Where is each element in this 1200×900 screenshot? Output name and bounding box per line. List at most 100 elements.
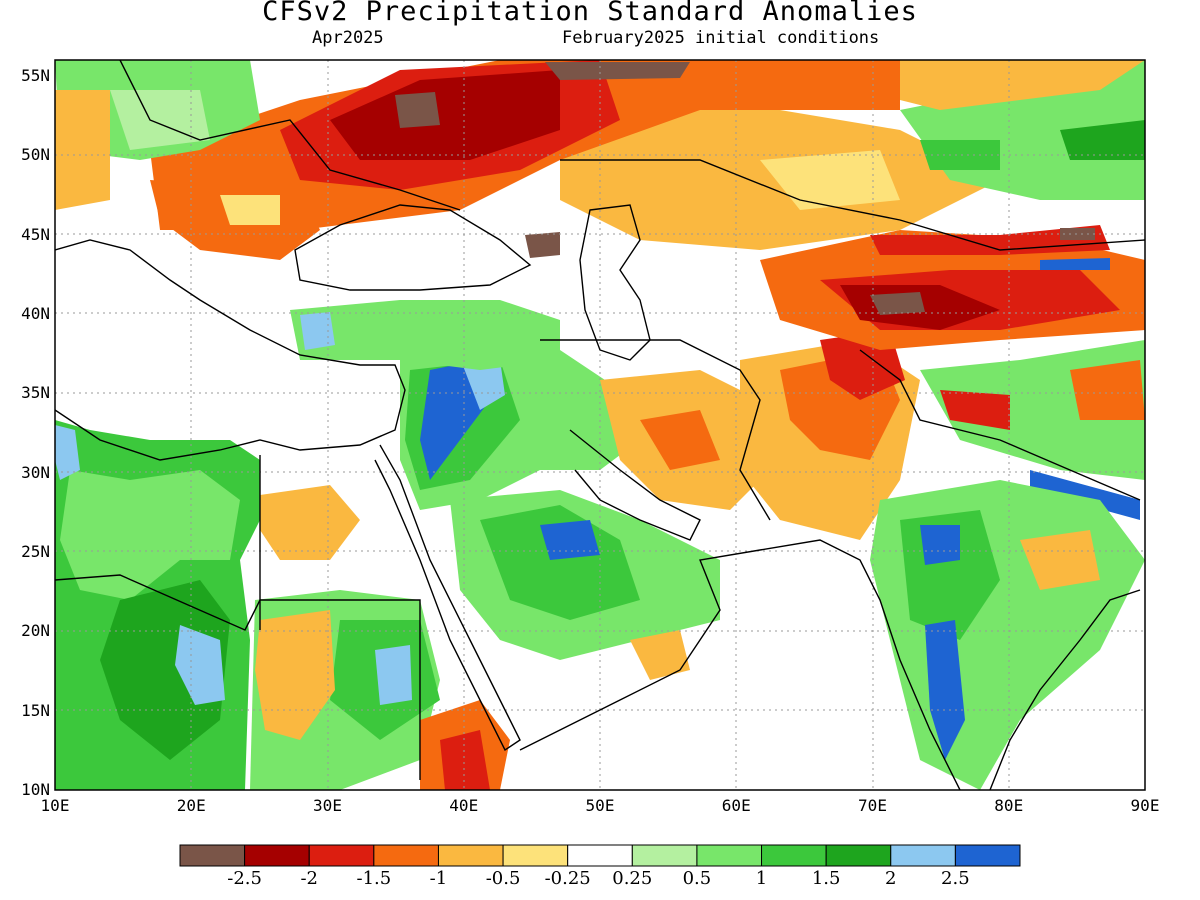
coastline-bay-of-bengal — [989, 589, 1141, 790]
longitude-label: 20E — [176, 796, 206, 815]
latitude-label: 30N — [21, 462, 50, 482]
anomaly-region-russia-darkred — [330, 70, 560, 160]
anomaly-region-africa-light — [60, 470, 240, 600]
colorbar — [179, 844, 1021, 867]
border-south-asia — [859, 349, 1141, 501]
latitude-label: 10N — [21, 780, 50, 799]
anomaly-region-tianshan-blue — [1040, 258, 1110, 270]
anomaly-region-arabia-dark — [480, 505, 640, 620]
anomaly-region-iran-darkorange — [640, 410, 720, 470]
coastline-mediterranean — [55, 239, 406, 461]
anomaly-region-sudan-orange — [255, 610, 335, 740]
longitude-label: 80E — [994, 796, 1024, 815]
longitude-label: 30E — [313, 796, 342, 815]
anomaly-region-sudan-blue — [375, 645, 412, 705]
anomaly-region-siberia-orange — [900, 60, 1145, 110]
anomaly-region-iberia-orange — [55, 90, 110, 210]
anomaly-region-balkans-yellow — [220, 195, 280, 225]
border-europe — [119, 60, 461, 211]
anomaly-region-russia-brown — [395, 92, 440, 128]
colorbar-label: -2 — [300, 868, 318, 889]
colorbar-swatch — [890, 844, 956, 867]
anomaly-region-kazakhstan-yellow — [760, 150, 900, 210]
border-iran — [540, 339, 771, 521]
colorbar-swatch — [179, 844, 246, 867]
colorbar-swatch — [631, 844, 698, 867]
anomaly-region-siberia-dark — [920, 140, 1000, 170]
colorbar-label: 1.5 — [811, 868, 841, 889]
colorbar-label: 2.5 — [941, 868, 970, 889]
anomaly-region-libya-orange — [260, 485, 360, 560]
chart-title: CFSv2 Precipitation Standard Anomalies — [262, 0, 918, 27]
coastline-arabian-sea — [519, 539, 961, 790]
latitude-label: 20N — [21, 621, 50, 641]
anomaly-field — [55, 60, 1145, 790]
anomaly-region-siberia-east-dark — [1060, 120, 1145, 160]
target-month-label: Apr2025 — [312, 28, 384, 48]
anomaly-region-india-blue — [920, 525, 960, 565]
anomaly-region-tianshan-brown — [1060, 228, 1095, 240]
anomaly-region-west-europe-light — [110, 90, 210, 150]
longitude-label: 10E — [40, 796, 70, 815]
initial-conditions-label: February2025 initial conditions — [562, 28, 880, 48]
anomaly-region-arabia-blue — [540, 520, 600, 560]
anomaly-region-levant-lightblue — [460, 358, 505, 410]
longitude-label: 70E — [858, 796, 887, 815]
anomaly-region-africa-blue — [175, 625, 225, 705]
colorbar-swatch — [373, 844, 439, 867]
colorbar-swatch — [244, 844, 310, 867]
anomaly-region-india-south-blue — [925, 620, 965, 760]
colorbar-swatch — [825, 844, 892, 867]
graticule — [55, 60, 1145, 790]
longitude-label: 90E — [1130, 796, 1160, 815]
colorbar-label: -0.25 — [544, 868, 591, 889]
colorbar-swatch — [761, 844, 827, 867]
anomaly-region-tianshan-red — [870, 225, 1110, 255]
longitude-label: 60E — [721, 796, 751, 815]
border-central-asia — [560, 159, 1145, 251]
longitude-label: 40E — [449, 796, 479, 815]
colorbar-label: -2.5 — [227, 868, 262, 889]
longitude-label: 50E — [585, 796, 615, 815]
colorbar-swatch — [308, 844, 375, 867]
border-africa — [55, 574, 421, 780]
anomaly-region-africa-west-blue — [55, 425, 80, 480]
coastline-red-sea — [374, 444, 521, 752]
anomaly-region-caucasus-brown — [525, 232, 560, 258]
colorbar-label: 1 — [755, 868, 768, 889]
colorbar-swatch — [437, 844, 504, 867]
latitude-label: 55N — [21, 65, 50, 85]
colorbar-label: -1.5 — [356, 868, 392, 889]
coastline-persian-gulf — [569, 429, 701, 541]
coastlines — [55, 60, 1145, 790]
latitude-label: 35N — [21, 383, 50, 403]
anomaly-region-tibet-orange — [1070, 360, 1145, 420]
colorbar-label: 2 — [885, 868, 897, 889]
latitude-label: 50N — [21, 145, 50, 165]
anomaly-region-india-east-orange — [1020, 530, 1100, 590]
latitude-label: 45N — [21, 224, 50, 244]
colorbar-swatch — [567, 844, 633, 867]
anomaly-region-anatolia-blue — [300, 312, 335, 350]
latitude-label: 25N — [21, 541, 50, 561]
anomaly-region-ethiopia-red — [440, 730, 490, 790]
anomaly-region-central-asia-brown — [870, 292, 925, 315]
anomaly-region-anatolia — [290, 300, 560, 370]
anomaly-region-himalaya-red — [940, 390, 1010, 430]
anomaly-region-africa-dark — [100, 580, 230, 760]
anomaly-region-himalaya-blue — [1030, 470, 1140, 520]
colorbar-label: -0.5 — [485, 868, 521, 889]
anomaly-region-russia-north-brown — [545, 62, 690, 80]
latitude-label: 15N — [21, 700, 50, 720]
anomaly-region-oman-orange — [630, 630, 690, 680]
colorbar-label: 0.25 — [612, 868, 653, 889]
colorbar-label: 0.5 — [682, 868, 712, 889]
coastline-black-sea — [294, 204, 532, 291]
colorbar-swatch — [502, 844, 569, 867]
colorbar-swatch — [954, 844, 1021, 867]
colorbar-label: -1 — [429, 868, 448, 889]
latitude-label: 40N — [21, 303, 50, 323]
colorbar-swatch — [696, 844, 763, 867]
map-frame — [54, 59, 1146, 791]
